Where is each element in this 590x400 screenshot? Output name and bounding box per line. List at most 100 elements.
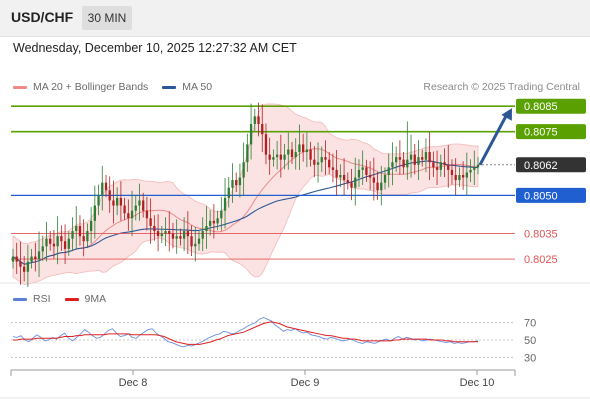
candle xyxy=(89,207,93,244)
candle-body xyxy=(354,177,357,188)
candle xyxy=(34,242,37,272)
candle-body xyxy=(432,162,435,168)
legend-label-9ma: 9MA xyxy=(84,293,107,305)
legend-swatch-ma-bb xyxy=(13,85,27,89)
candle-body xyxy=(283,154,286,160)
candle-body xyxy=(11,256,15,262)
forecast-arrow-head xyxy=(501,108,512,121)
candle xyxy=(283,143,286,170)
candle-body xyxy=(56,236,59,247)
candle-body xyxy=(465,172,468,178)
candle-body xyxy=(458,174,461,181)
candle-body xyxy=(450,169,454,175)
candle-body xyxy=(261,124,264,135)
candle xyxy=(346,172,349,190)
level-tag-pivot xyxy=(516,187,586,203)
candle xyxy=(220,196,223,231)
candle-body xyxy=(290,149,294,158)
candle xyxy=(402,152,405,175)
candle xyxy=(123,197,126,221)
candle xyxy=(223,178,227,229)
candle xyxy=(138,183,141,221)
candle-body xyxy=(104,182,108,191)
candle xyxy=(421,149,424,167)
candle-body xyxy=(372,177,375,183)
candle xyxy=(130,190,134,237)
candle xyxy=(294,138,297,170)
candle-body xyxy=(320,157,323,163)
candle-body xyxy=(447,164,450,170)
candle xyxy=(368,161,372,190)
candle xyxy=(71,217,74,252)
candle-body xyxy=(242,162,245,178)
candle xyxy=(290,141,294,165)
candle xyxy=(26,244,30,287)
candle xyxy=(357,159,361,188)
candle xyxy=(78,215,82,246)
candle-body xyxy=(71,231,74,239)
candle-body xyxy=(339,174,342,178)
candle-body xyxy=(424,152,428,160)
indicator-legend: RSI 9MA xyxy=(13,293,120,305)
candle xyxy=(372,157,375,201)
candle-body xyxy=(231,180,234,188)
ma50-line xyxy=(12,160,479,265)
candle xyxy=(15,242,18,274)
candle xyxy=(305,132,309,168)
rsi-ma9-line xyxy=(13,321,478,345)
candle xyxy=(264,123,268,165)
candle xyxy=(387,153,390,188)
candle xyxy=(342,158,346,196)
candle-body xyxy=(175,236,178,239)
legend-item-9ma: 9MA xyxy=(64,293,107,305)
level-tag-resistance xyxy=(516,98,586,114)
candle-body xyxy=(313,159,316,165)
candle-body xyxy=(212,220,216,224)
candle-body xyxy=(205,225,208,232)
candle xyxy=(331,153,335,183)
candle xyxy=(249,103,253,160)
candle xyxy=(257,102,260,137)
candle-body xyxy=(89,220,93,232)
candle-body xyxy=(402,159,405,168)
candle xyxy=(406,121,409,180)
candle xyxy=(473,150,476,186)
candle xyxy=(164,217,167,246)
candle-body xyxy=(473,167,476,170)
candle xyxy=(309,141,312,167)
candle xyxy=(86,223,89,249)
candle xyxy=(168,211,171,252)
candle-body xyxy=(249,124,253,145)
candle xyxy=(67,231,70,256)
candle xyxy=(82,219,85,257)
candle-body xyxy=(116,197,119,206)
candle-body xyxy=(182,231,186,239)
candle xyxy=(443,148,446,178)
candle-body xyxy=(186,231,189,237)
candle xyxy=(361,150,364,186)
candle-body xyxy=(342,174,346,181)
candle xyxy=(227,177,230,208)
candle xyxy=(432,151,435,177)
candle xyxy=(97,184,100,216)
candle-body xyxy=(346,180,349,183)
candle-body xyxy=(82,236,85,242)
candle xyxy=(469,159,472,183)
level-tag-current xyxy=(516,157,586,173)
interval-button[interactable]: 30 MIN xyxy=(82,6,132,30)
candle xyxy=(52,230,56,259)
candle xyxy=(175,219,178,254)
candle-body xyxy=(49,238,52,244)
candle-body xyxy=(246,144,249,163)
candle-body xyxy=(357,169,361,178)
candle-body xyxy=(201,231,204,239)
candle xyxy=(302,133,305,162)
candle xyxy=(11,248,15,269)
candle-body xyxy=(130,210,134,219)
candle xyxy=(450,159,454,185)
candle-body xyxy=(365,167,368,175)
candle xyxy=(238,163,242,198)
candle-body xyxy=(253,116,256,125)
candle xyxy=(398,140,402,175)
